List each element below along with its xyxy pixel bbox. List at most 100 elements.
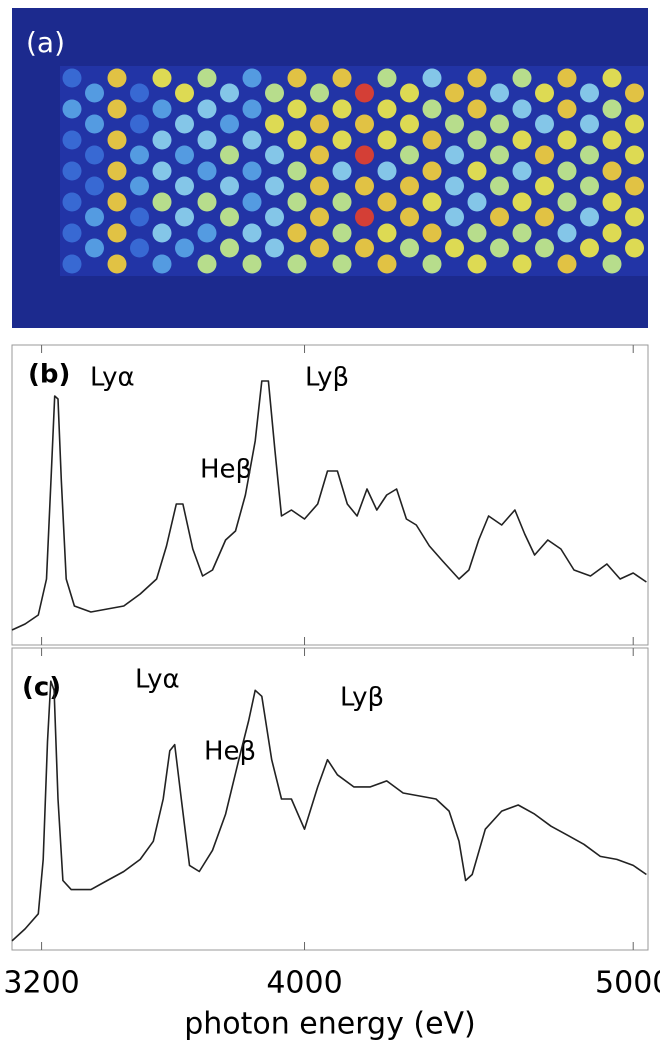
spot: [175, 145, 194, 165]
spot: [265, 114, 284, 134]
spot: [557, 130, 577, 150]
spot: [152, 130, 172, 150]
spot: [400, 207, 419, 227]
spot: [422, 192, 442, 212]
spot: [535, 238, 554, 258]
spot: [490, 238, 509, 258]
spot: [580, 83, 599, 103]
spot: [130, 207, 149, 227]
spot: [602, 254, 622, 274]
spot: [220, 238, 239, 258]
spot: [377, 223, 397, 243]
spot: [332, 192, 352, 212]
spot: [535, 114, 554, 134]
panel-label: (b): [28, 360, 70, 390]
spot: [287, 254, 307, 274]
spot: [107, 130, 127, 150]
spot: [310, 207, 329, 227]
spot: [175, 114, 194, 134]
spot: [197, 161, 217, 181]
spot: [242, 99, 262, 119]
spot: [445, 207, 464, 227]
spot: [580, 238, 599, 258]
spot: [422, 99, 442, 119]
spot: [197, 99, 217, 119]
spot: [220, 114, 239, 134]
image-spots: [62, 68, 644, 274]
spot: [152, 68, 172, 88]
spot: [242, 223, 262, 243]
spot: [332, 99, 352, 119]
spot: [377, 161, 397, 181]
spot: [107, 68, 127, 88]
spot: [625, 207, 644, 227]
spot: [332, 161, 352, 181]
spot: [107, 161, 127, 181]
spot: [602, 223, 622, 243]
spot: [557, 68, 577, 88]
spot: [152, 192, 172, 212]
spot: [467, 223, 487, 243]
spot: [130, 114, 149, 134]
spot: [602, 130, 622, 150]
spot: [130, 145, 149, 165]
spot: [85, 114, 104, 134]
spot: [242, 161, 262, 181]
spot: [197, 192, 217, 212]
spot: [332, 254, 352, 274]
spot: [557, 254, 577, 274]
spot: [332, 130, 352, 150]
spot: [287, 223, 307, 243]
spot: [535, 176, 554, 196]
spot: [400, 238, 419, 258]
spot: [625, 145, 644, 165]
spot: [535, 207, 554, 227]
spot: [310, 176, 329, 196]
spot: [355, 238, 374, 258]
spot: [107, 99, 127, 119]
spot: [197, 254, 217, 274]
spot: [310, 83, 329, 103]
spot: [310, 145, 329, 165]
spot: [535, 83, 554, 103]
spot: [490, 176, 509, 196]
spot: [287, 99, 307, 119]
spot: [62, 192, 82, 212]
spot: [85, 207, 104, 227]
spot: [512, 68, 532, 88]
spot: [265, 238, 284, 258]
spot: [400, 145, 419, 165]
spot: [580, 145, 599, 165]
spot: [220, 83, 239, 103]
spot: [422, 130, 442, 150]
spot: [490, 145, 509, 165]
spot: [467, 99, 487, 119]
spot: [62, 161, 82, 181]
spot: [512, 223, 532, 243]
spot: [467, 161, 487, 181]
spot: [422, 254, 442, 274]
peak-annotation: Heβ: [204, 737, 256, 767]
spot: [62, 68, 82, 88]
spot: [445, 114, 464, 134]
spot: [107, 254, 127, 274]
spot: [490, 207, 509, 227]
spot: [355, 114, 374, 134]
spot: [130, 176, 149, 196]
spot: [152, 161, 172, 181]
spot: [625, 83, 644, 103]
x-tick-label: 5000: [595, 966, 660, 1001]
x-tick-label: 4000: [266, 966, 342, 1001]
panel-label: (a): [26, 26, 65, 59]
spot: [85, 238, 104, 258]
spot: [580, 114, 599, 134]
spot: [557, 192, 577, 212]
spot: [557, 161, 577, 181]
spot: [107, 223, 127, 243]
spot: [265, 83, 284, 103]
plot-frame: [11, 647, 649, 951]
spot: [287, 130, 307, 150]
spot: [197, 223, 217, 243]
spot: [422, 223, 442, 243]
